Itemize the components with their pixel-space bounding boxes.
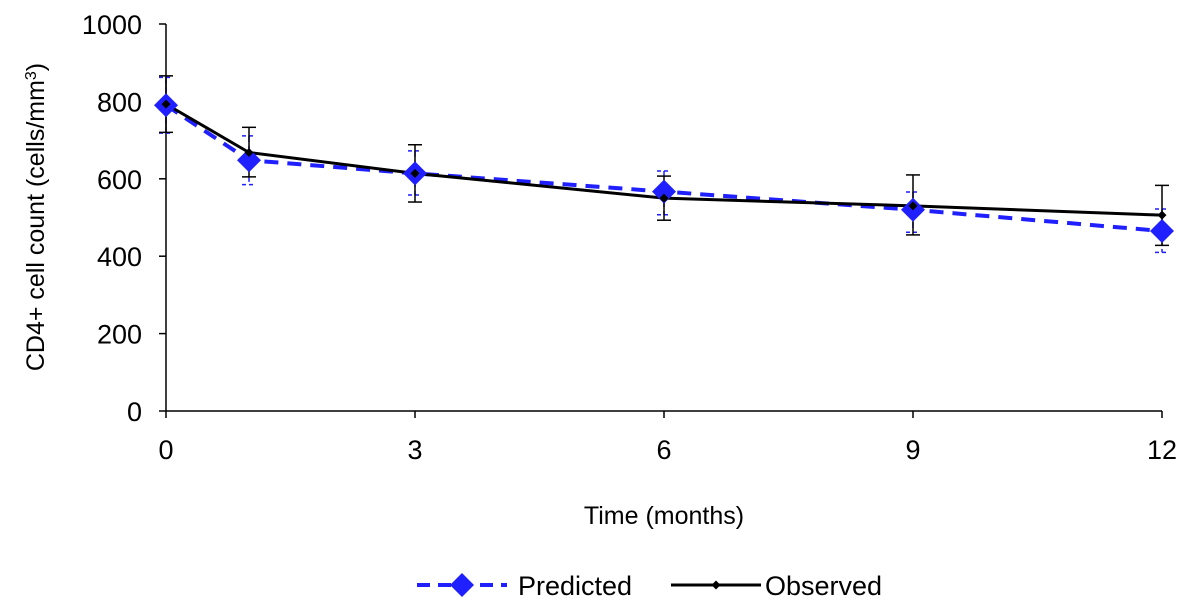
data-point-predicted	[1150, 219, 1174, 244]
x-tick-label: 0	[158, 435, 173, 465]
legend: Predicted Observed	[417, 571, 882, 601]
x-tick-label: 9	[905, 435, 920, 465]
data-point-observed	[161, 99, 171, 109]
data-point-observed	[1157, 210, 1167, 220]
y-tick-label: 1000	[82, 10, 142, 40]
series-group	[154, 93, 1174, 244]
legend-label-observed: Observed	[765, 571, 882, 601]
y-tick-label: 200	[97, 320, 142, 350]
series-line-predicted	[164, 103, 1163, 234]
data-point-observed	[410, 168, 420, 178]
legend-item-predicted: Predicted	[417, 571, 632, 601]
y-axis-title-main: CD4+ cell count (cells/mm	[22, 80, 50, 371]
y-tick-label: 600	[97, 165, 142, 195]
data-point-observed	[244, 147, 254, 157]
ticks: 0 200 400 600 800 1000 0 3 6 9 12	[82, 10, 1177, 465]
data-point-observed	[908, 201, 918, 211]
legend-label-predicted: Predicted	[518, 571, 632, 601]
data-point-predicted	[652, 179, 676, 204]
y-axis-title-suffix: )	[22, 63, 50, 71]
x-tick-label: 6	[656, 435, 671, 465]
x-tick-label: 3	[407, 435, 422, 465]
data-point-predicted	[237, 148, 261, 173]
y-axis-title-superscript: 3	[23, 71, 40, 80]
legend-observed-diamond-marker	[711, 580, 721, 590]
data-point-observed	[659, 193, 669, 203]
y-tick-label: 400	[97, 242, 142, 272]
legend-item-observed: Observed	[671, 571, 882, 601]
y-axis-title: CD4+ cell count (cells/mm3)	[22, 63, 50, 371]
legend-predicted-diamond-marker	[450, 573, 474, 597]
y-tick-label: 0	[127, 397, 142, 427]
y-tick-label: 800	[97, 87, 142, 117]
x-tick-label: 12	[1147, 435, 1177, 465]
x-axis-title: Time (months)	[584, 502, 744, 530]
series-line-observed	[165, 102, 1163, 217]
